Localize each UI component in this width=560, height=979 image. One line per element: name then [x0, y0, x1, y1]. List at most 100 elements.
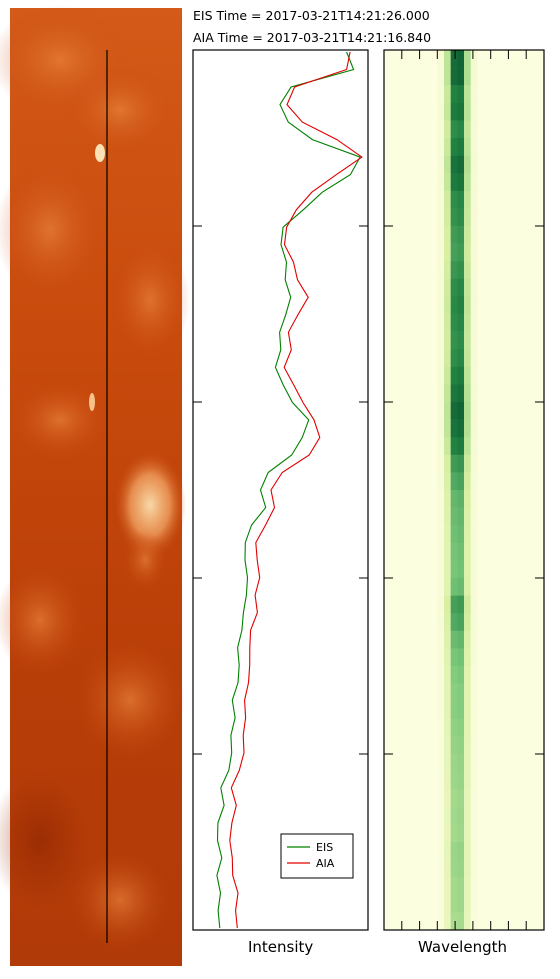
heatmap-cell — [490, 331, 498, 350]
heatmap-cell — [470, 226, 478, 244]
heatmap-cell — [490, 120, 498, 139]
heatmap-cell — [530, 155, 538, 174]
heatmap-cell — [390, 507, 398, 526]
heatmap-cell — [424, 296, 431, 315]
heatmap-cell — [524, 331, 531, 350]
heatmap-cell — [504, 226, 511, 244]
heatmap-cell — [417, 67, 425, 86]
heatmap-cell — [397, 314, 405, 332]
heatmap-cell — [470, 542, 478, 561]
heatmap-cell — [517, 789, 525, 808]
heatmap-cell — [397, 454, 405, 473]
heatmap-cell — [430, 366, 438, 385]
heatmap-cell — [510, 384, 518, 403]
heatmap-cell — [524, 155, 531, 174]
heatmap-cell — [430, 595, 438, 614]
heatmap-cell — [537, 102, 545, 121]
heatmap-cell — [437, 138, 445, 156]
bright-region — [123, 530, 167, 590]
heatmap-cell — [484, 912, 491, 931]
heatmap-cell — [537, 331, 545, 350]
heatmap-cell — [530, 67, 538, 86]
heatmap-cell — [384, 578, 391, 596]
heatmap-cell — [484, 155, 491, 174]
heatmap-cell — [517, 754, 525, 772]
heatmap-cell — [530, 314, 538, 332]
heatmap-cell — [397, 736, 405, 755]
heatmap-cell — [504, 542, 511, 561]
heatmap-cell — [390, 278, 398, 297]
heatmap-cell — [524, 542, 531, 561]
heatmap-cell — [510, 666, 518, 684]
heatmap-cell — [537, 243, 545, 262]
heatmap-cell — [430, 683, 438, 702]
heatmap-cell — [424, 630, 431, 649]
heatmap-cell — [537, 666, 545, 684]
heatmap-cell — [490, 490, 498, 508]
heatmap-cell — [484, 331, 491, 350]
heatmap-cell — [464, 384, 471, 403]
heatmap-cell — [384, 331, 391, 350]
heatmap-cell — [497, 507, 505, 526]
heatmap-cell — [517, 261, 525, 280]
heatmap-cell — [390, 578, 398, 596]
heatmap-cell — [390, 437, 398, 456]
heatmap-cell — [390, 243, 398, 262]
heatmap-cell — [477, 859, 485, 878]
heatmap-cell — [464, 208, 471, 227]
heatmap-cell — [437, 190, 445, 209]
heatmap-cell — [484, 771, 491, 790]
heatmap-cell — [390, 314, 398, 332]
heatmap-cell — [410, 102, 418, 121]
heatmap-cell — [404, 490, 411, 508]
heatmap-cell — [497, 525, 505, 544]
heatmap-cell — [397, 560, 405, 579]
heatmap-cell — [510, 67, 518, 86]
heatmap-cell — [437, 877, 445, 896]
bright-region — [70, 850, 170, 950]
heatmap-cell — [537, 190, 545, 209]
heatmap-cell — [417, 50, 425, 68]
heatmap-cell — [417, 824, 425, 843]
heatmap-cell — [457, 542, 465, 561]
heatmap-cell — [490, 754, 498, 772]
heatmap-cell — [477, 490, 485, 508]
heatmap-cell — [470, 754, 478, 772]
heatmap-cell — [470, 859, 478, 878]
heatmap-cell — [497, 806, 505, 825]
heatmap-cell — [430, 542, 438, 561]
heatmap-cell — [437, 648, 445, 667]
heatmap-cell — [504, 912, 511, 931]
heatmap-cell — [464, 683, 471, 702]
heatmap-cell — [410, 542, 418, 561]
heatmap-cell — [497, 578, 505, 596]
heatmap-cell — [384, 67, 391, 86]
heatmap-cell — [384, 226, 391, 244]
heatmap-cell — [470, 120, 478, 139]
heatmap-cell — [524, 630, 531, 649]
heatmap-cell — [417, 842, 425, 860]
heatmap-cell — [517, 472, 525, 491]
heatmap-cell — [477, 578, 485, 596]
heatmap-cell — [524, 525, 531, 544]
heatmap-cell — [477, 630, 485, 649]
heatmap-cell — [404, 525, 411, 544]
heatmap-cell — [497, 437, 505, 456]
heatmap-cell — [390, 331, 398, 350]
heatmap-cell — [457, 50, 465, 68]
heatmap-cell — [404, 67, 411, 86]
heatmap-cell — [384, 278, 391, 297]
heatmap-cell — [404, 472, 411, 491]
heatmap-cell — [524, 173, 531, 192]
heatmap-cell — [410, 701, 418, 720]
heatmap-cell — [510, 190, 518, 209]
heatmap-cell — [437, 578, 445, 596]
heatmap-cell — [430, 718, 438, 737]
heatmap-cell — [437, 454, 445, 473]
heatmap-cell — [477, 683, 485, 702]
heatmap-cell — [437, 630, 445, 649]
heatmap-cell — [390, 366, 398, 385]
heatmap-cell — [524, 718, 531, 737]
heatmap-cell — [484, 296, 491, 315]
heatmap-cell — [510, 630, 518, 649]
